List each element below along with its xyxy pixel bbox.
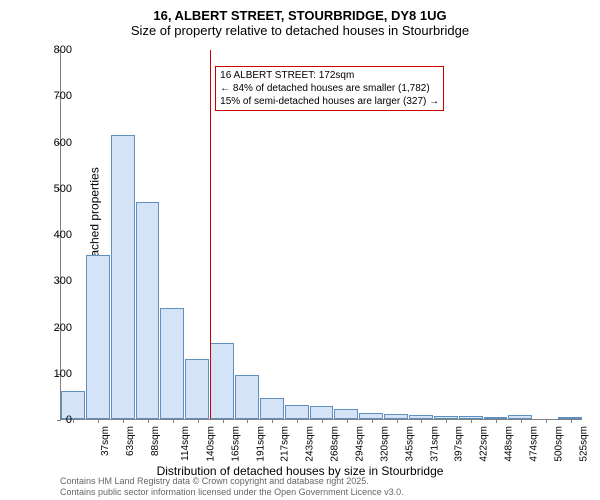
y-tick-label: 0	[66, 414, 72, 426]
x-tick	[372, 419, 373, 423]
x-tick-label: 294sqm	[355, 426, 366, 462]
x-tick	[421, 419, 422, 423]
x-tick-label: 165sqm	[230, 426, 241, 462]
x-tick	[397, 419, 398, 423]
bar	[86, 255, 110, 419]
y-tick	[57, 420, 61, 421]
x-tick	[148, 419, 149, 423]
x-tick-label: 422sqm	[479, 426, 490, 462]
bar	[185, 359, 209, 419]
bar	[61, 391, 85, 419]
chart-container: 16 ALBERT STREET: 172sqm← 84% of detache…	[60, 50, 582, 420]
annotation-line2: ← 84% of detached houses are smaller (1,…	[220, 82, 439, 95]
x-tick-label: 448sqm	[504, 426, 515, 462]
x-tick-label: 191sqm	[255, 426, 266, 462]
y-tick-label: 600	[54, 137, 72, 149]
x-tick-label: 217sqm	[280, 426, 291, 462]
bar	[260, 398, 284, 419]
x-tick	[322, 419, 323, 423]
bar	[334, 409, 358, 419]
x-tick	[173, 419, 174, 423]
x-tick-label: 268sqm	[330, 426, 341, 462]
bar	[111, 135, 135, 419]
x-tick	[546, 419, 547, 423]
x-tick-label: 371sqm	[429, 426, 440, 462]
x-tick	[73, 419, 74, 423]
bar	[210, 343, 234, 419]
footer-line1: Contains HM Land Registry data © Crown c…	[60, 476, 404, 487]
bar	[285, 405, 309, 419]
bar	[235, 375, 259, 419]
x-tick	[471, 419, 472, 423]
annotation-box: 16 ALBERT STREET: 172sqm← 84% of detache…	[215, 66, 444, 111]
footer-line2: Contains public sector information licen…	[60, 487, 404, 498]
x-tick-label: 525sqm	[578, 426, 589, 462]
x-tick-label: 140sqm	[205, 426, 216, 462]
x-tick-label: 500sqm	[553, 426, 564, 462]
plot-area: 16 ALBERT STREET: 172sqm← 84% of detache…	[60, 50, 582, 420]
x-tick	[272, 419, 273, 423]
x-tick	[297, 419, 298, 423]
annotation-line3: 15% of semi-detached houses are larger (…	[220, 95, 439, 108]
x-tick	[98, 419, 99, 423]
x-tick-label: 474sqm	[529, 426, 540, 462]
y-tick-label: 200	[54, 322, 72, 334]
x-tick-label: 88sqm	[150, 426, 161, 456]
annotation-line1: 16 ALBERT STREET: 172sqm	[220, 69, 439, 82]
y-tick-label: 400	[54, 229, 72, 241]
x-tick-label: 320sqm	[379, 426, 390, 462]
x-tick-label: 397sqm	[454, 426, 465, 462]
x-tick-label: 243sqm	[305, 426, 316, 462]
y-tick-label: 800	[54, 44, 72, 56]
x-tick-label: 114sqm	[180, 426, 191, 461]
y-tick-label: 500	[54, 183, 72, 195]
y-tick-label: 700	[54, 90, 72, 102]
x-tick	[247, 419, 248, 423]
y-tick-label: 100	[54, 368, 72, 380]
x-tick	[571, 419, 572, 423]
bar	[160, 308, 184, 419]
chart-subtitle: Size of property relative to detached ho…	[0, 23, 600, 44]
x-tick	[123, 419, 124, 423]
x-tick	[521, 419, 522, 423]
x-tick-label: 37sqm	[100, 426, 111, 456]
x-tick-label: 345sqm	[404, 426, 415, 462]
x-tick	[223, 419, 224, 423]
x-tick	[347, 419, 348, 423]
reference-line	[210, 50, 211, 419]
footer: Contains HM Land Registry data © Crown c…	[60, 476, 404, 498]
y-tick-label: 300	[54, 275, 72, 287]
bar	[310, 406, 334, 419]
x-tick	[496, 419, 497, 423]
x-tick	[198, 419, 199, 423]
bar	[136, 202, 160, 419]
x-tick-label: 63sqm	[125, 426, 136, 456]
x-tick	[446, 419, 447, 423]
chart-title: 16, ALBERT STREET, STOURBRIDGE, DY8 1UG	[0, 0, 600, 23]
